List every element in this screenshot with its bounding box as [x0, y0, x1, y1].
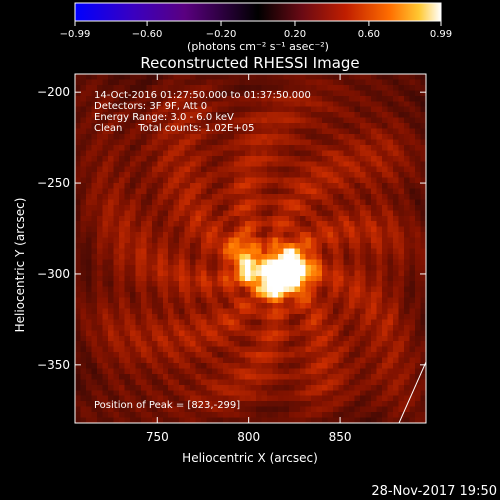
- info-line-time: 14-Oct-2016 01:27:50.000 to 01:37:50.000: [94, 90, 311, 101]
- colorbar-tick-label-5: 0.99: [430, 29, 452, 40]
- footer-date: 28-Nov-2017 19:50: [371, 484, 497, 499]
- colorbar-unit-label: (photons cm⁻² s⁻¹ asec⁻²): [187, 40, 329, 53]
- info-line-detectors: Detectors: 3F 9F, Att 0: [94, 101, 207, 112]
- x-axis-label: Heliocentric X (arcsec): [182, 451, 318, 465]
- x-tick-label-0: 750: [146, 430, 169, 444]
- colorbar-tick-label-4: 0.60: [358, 29, 380, 40]
- limb-line: [398, 361, 427, 424]
- colorbar-tick-label-1: −0.60: [132, 29, 163, 40]
- y-axis-label: Heliocentric Y (arcsec): [13, 198, 27, 333]
- plot-area: 750 800 850 −200 −250 −300 −350: [37, 73, 427, 444]
- peak-position-label: Position of Peak = [823,-299]: [94, 400, 240, 411]
- y-tick-label-3: −350: [37, 358, 70, 372]
- x-tick-label-1: 800: [237, 430, 260, 444]
- colorbar-tick-label-3: 0.20: [284, 29, 306, 40]
- info-line-energy: Energy Range: 3.0 - 6.0 keV: [94, 112, 234, 123]
- x-tick-label-2: 850: [329, 430, 352, 444]
- reconstructed-image-raster: [75, 74, 426, 423]
- plot-frame: [74, 73, 427, 424]
- colorbar-tick-label-0: −0.99: [60, 29, 91, 40]
- colorbar-tick-label-2: −0.20: [206, 29, 237, 40]
- image-title: Reconstructed RHESSI Image: [140, 54, 359, 72]
- colorbar-ticks: −0.99 −0.60 −0.20 0.20 0.60 0.99: [60, 21, 452, 40]
- y-tick-label-2: −300: [37, 267, 70, 281]
- colorbar-gradient: [74, 2, 442, 22]
- y-tick-label-1: −250: [37, 176, 70, 190]
- observation-info: 14-Oct-2016 01:27:50.000 to 01:37:50.000…: [94, 90, 311, 411]
- info-line-counts: Clean Total counts: 1.02E+05: [94, 123, 254, 134]
- colorbar: −0.99 −0.60 −0.20 0.20 0.60 0.99 (photons cm⁻…: [60, 2, 452, 53]
- y-tick-label-0: −200: [37, 85, 70, 99]
- axis-ticks: 750 800 850 −200 −250 −300 −350: [37, 74, 426, 444]
